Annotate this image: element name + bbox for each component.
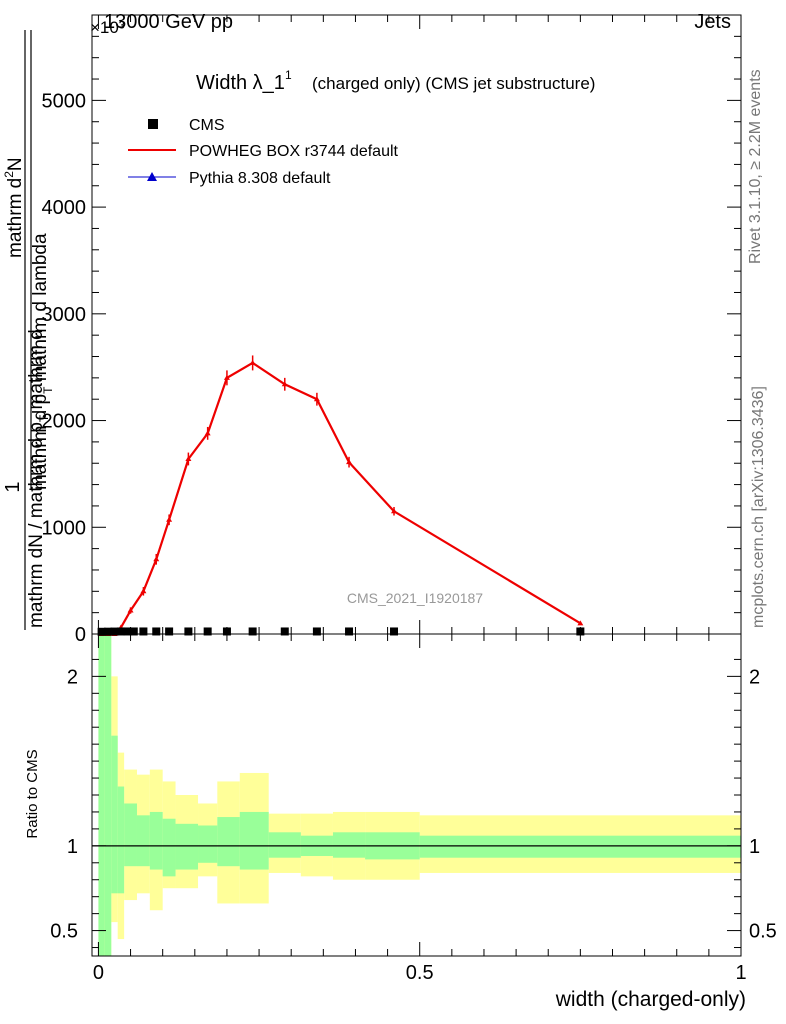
ratio-x-tick-labels: 0 0.5 1: [93, 962, 747, 984]
powheg-point: [166, 516, 173, 522]
header-energy: 13000 GeV pp: [104, 11, 233, 33]
ylabel-numerator: 1: [2, 481, 24, 492]
main-y-tick-labels: 0 1000 2000 3000 4000 5000: [42, 90, 87, 646]
cms-data-point: [110, 627, 119, 636]
ylabel-inner-numerator: mathrm d2N: [2, 157, 26, 258]
ratio-y-tick-labels: 0.5 0.5 1 1 2 2: [50, 666, 777, 942]
cms-data-point: [203, 627, 212, 636]
ratio-y-tick-label-right: 2: [749, 666, 760, 688]
ratio-inner-band-bin: [217, 817, 240, 867]
ratio-inner-band-bin: [198, 825, 218, 863]
ratio-y-tick-label-right: 0.5: [749, 921, 777, 943]
ratio-inner-band-bin: [332, 832, 366, 858]
main-plot-frame: [91, 14, 742, 635]
powheg-point: [577, 620, 584, 626]
powheg-point: [281, 381, 288, 387]
plot-subtitle: (charged only) (CMS jet substructure): [312, 74, 595, 93]
ratio-inner-band-bin: [117, 786, 125, 894]
legend-cms-marker: [148, 119, 158, 129]
powheg-point: [153, 556, 160, 562]
cms-data-point: [129, 627, 138, 636]
powheg-point: [140, 588, 147, 594]
legend-pythia-marker: [147, 172, 157, 181]
cms-data-point: [123, 627, 132, 636]
powheg-series-line: [101, 361, 581, 636]
ratio-inner-band-bin: [98, 634, 105, 956]
powheg-point: [346, 459, 353, 465]
ratio-y-tick-label: 0.5: [50, 921, 78, 943]
header-category: Jets: [694, 11, 731, 33]
cms-data-point: [345, 627, 354, 636]
ratio-inner-band-bin: [239, 811, 269, 870]
ratio-inner-band-bin: [162, 818, 176, 877]
cms-data-point: [184, 627, 193, 636]
main-axis-ticks: [92, 14, 742, 635]
main-y-tick-label: 2000: [42, 411, 87, 433]
main-y-tick-label: 0: [75, 624, 86, 646]
main-y-axis-label: 1 mathrm dN / mathrm d pT mathrm d mathr…: [2, 30, 55, 630]
cms-data-point: [152, 627, 161, 636]
legend: CMS POWHEG BOX r3744 default Pythia 8.30…: [128, 117, 399, 187]
ratio-inner-band-bin: [175, 823, 199, 870]
cms-data-point: [116, 627, 125, 636]
header-exponent: ×10³: [90, 18, 125, 37]
powheg-point: [204, 430, 211, 436]
cms-data-point: [280, 627, 289, 636]
ratio-inner-band-bin: [149, 811, 163, 870]
ratio-inner-band-bin: [419, 835, 741, 858]
ratio-inner-band-bin: [136, 815, 150, 867]
ratio-inner-band-bin: [104, 634, 112, 956]
ratio-y-axis-label: Ratio to CMS: [24, 749, 41, 838]
plot-title: Width λ_11: [196, 68, 292, 94]
x-tick-label: 1: [735, 962, 746, 984]
ratio-y-tick-label-right: 1: [749, 836, 760, 858]
rivet-label: Rivet 3.1.10, ≥ 2.2M events: [747, 69, 764, 264]
watermark: CMS_2021_I1920187: [347, 590, 483, 606]
main-y-tick-label: 4000: [42, 197, 87, 219]
ratio-uncertainty-bands: [98, 634, 741, 956]
ratio-y-tick-label: 2: [67, 666, 78, 688]
cms-data-point: [97, 627, 106, 636]
cms-data-point: [139, 627, 148, 636]
legend-pythia-label: Pythia 8.308 default: [189, 170, 331, 187]
powheg-point: [313, 396, 320, 402]
powheg-point: [391, 508, 398, 514]
ratio-inner-band-bin: [268, 832, 301, 858]
cms-data-point: [104, 627, 113, 636]
mcplots-label: mcplots.cern.ch [arXiv:1306.3436]: [750, 386, 767, 628]
cms-data-point: [390, 627, 399, 636]
ratio-y-tick-label: 1: [67, 836, 78, 858]
ratio-inner-band-bin: [111, 735, 118, 894]
x-tick-label: 0: [93, 962, 104, 984]
x-axis-label: width (charged-only): [555, 988, 746, 1011]
main-y-tick-label: 3000: [42, 304, 87, 326]
cms-data-point: [248, 627, 257, 636]
main-series-group: [97, 355, 585, 636]
powheg-point: [127, 607, 134, 613]
cms-data-point: [312, 627, 321, 636]
ratio-inner-band-bin: [124, 803, 137, 867]
ylabel-inner-denominator: mathrm d pT mathrm d lambda: [30, 233, 55, 490]
cms-data-point: [165, 627, 174, 636]
legend-cms-label: CMS: [189, 117, 225, 134]
powheg-point: [249, 359, 256, 365]
main-y-tick-label: 1000: [42, 517, 87, 539]
powheg-point: [223, 374, 230, 380]
legend-powheg-label: POWHEG BOX r3744 default: [189, 143, 399, 160]
powheg-point: [185, 455, 192, 461]
main-y-tick-label: 5000: [42, 90, 87, 112]
x-tick-label: 0.5: [406, 962, 434, 984]
ratio-axis-ticks: [92, 634, 742, 956]
